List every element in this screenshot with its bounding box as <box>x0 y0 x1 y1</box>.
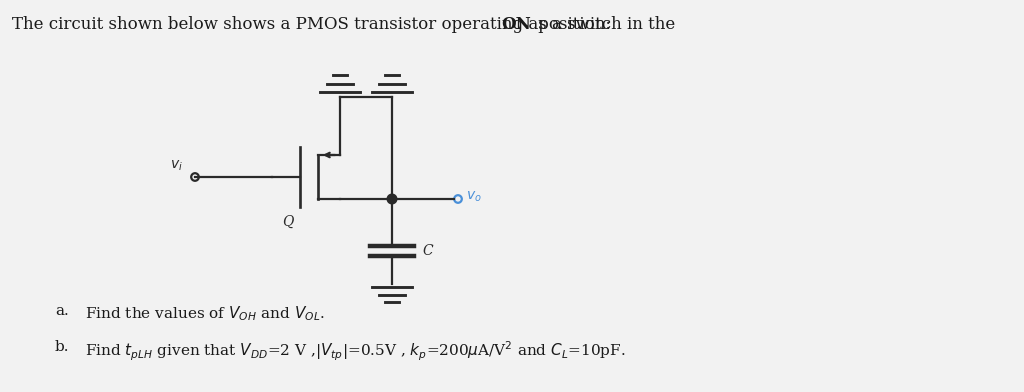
Text: a.: a. <box>55 304 69 318</box>
Text: Q: Q <box>283 215 294 229</box>
Text: C: C <box>422 244 432 258</box>
Text: $v_o$: $v_o$ <box>466 190 481 204</box>
Text: Find the values of $V_{OH}$ and $V_{OL}$.: Find the values of $V_{OH}$ and $V_{OL}$… <box>85 304 325 323</box>
Text: position:: position: <box>534 16 611 33</box>
Circle shape <box>387 194 397 204</box>
Text: The circuit shown below shows a PMOS transistor operating as a switch in the: The circuit shown below shows a PMOS tra… <box>12 16 681 33</box>
Text: ON: ON <box>501 16 530 33</box>
Text: b.: b. <box>55 340 70 354</box>
Text: Find $t_{pLH}$ given that $V_{DD}$=2 V ,|$V_{tp}$|=0.5V , $k_p$=200$\mu$A/V$^2$ : Find $t_{pLH}$ given that $V_{DD}$=2 V ,… <box>85 340 626 363</box>
Text: $v_i$: $v_i$ <box>170 159 183 173</box>
